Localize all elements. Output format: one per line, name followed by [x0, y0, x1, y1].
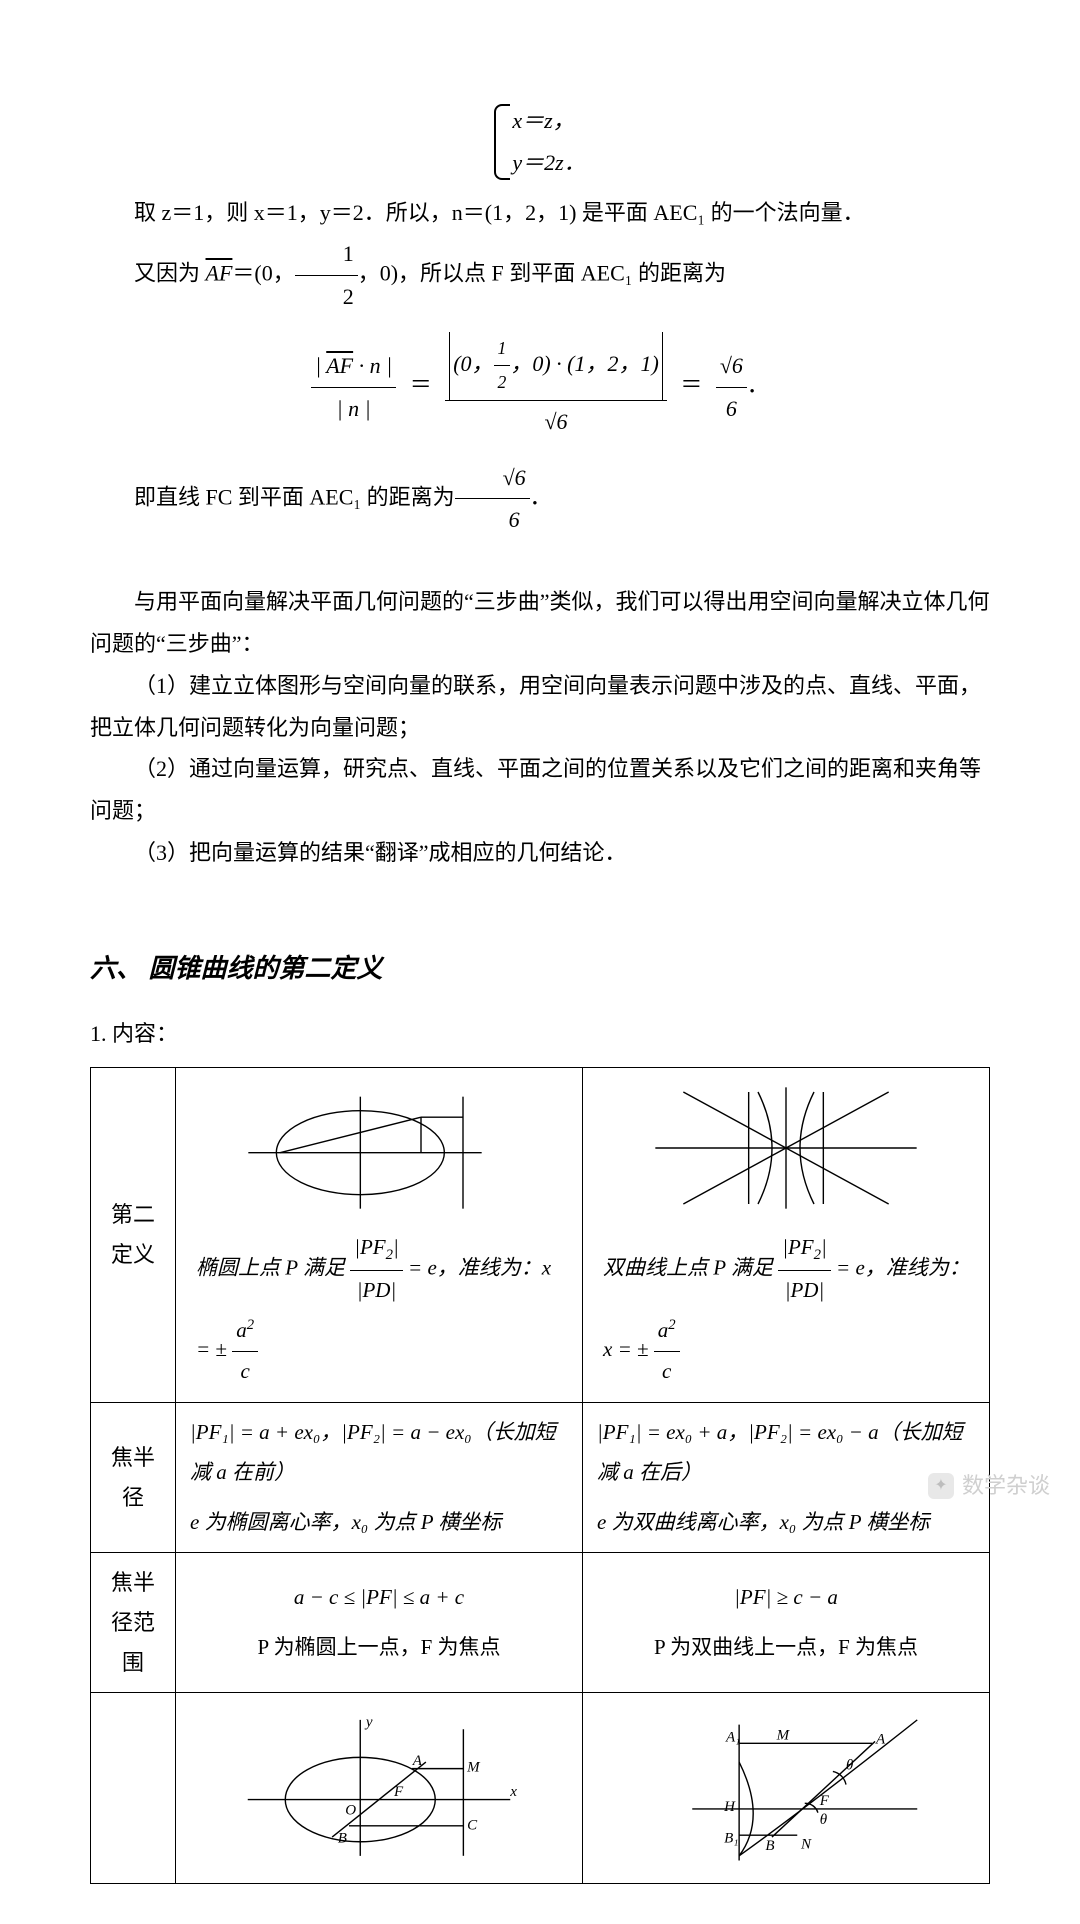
wechat-icon: ✦	[928, 1473, 954, 1499]
step-2: （2）通过向量运算，研究点、直线、平面之间的位置关系以及它们之间的距离和夹角等问…	[90, 748, 990, 832]
svg-text:A: A	[412, 1753, 423, 1769]
cell-hyperbola-def: 双曲线上点 P 满足 |PF2||PD| = e，准线为：x = ± a2c	[583, 1067, 990, 1402]
cell-hyperbola-range: |PF| ≥ c − a P 为双曲线上一点，F 为焦点	[583, 1553, 990, 1693]
svg-text:H: H	[723, 1799, 736, 1815]
figure-ellipse-bottom: y x O A B M F C	[190, 1703, 568, 1873]
r2c1-l2: e 为椭圆离心率，x₀ 为点 P 横坐标	[190, 1503, 568, 1543]
paragraph-3: 即直线 FC 到平面 AEC₁ 的距离为√66．	[90, 457, 990, 542]
p3-den: 6	[455, 499, 530, 541]
svg-text:M: M	[466, 1760, 481, 1776]
row-label-3: 焦半径范围	[91, 1553, 176, 1693]
eq2-rhs-num: √6	[716, 345, 747, 388]
paragraph-2: 又因为 AF＝(0，12，0)，所以点 F 到平面 AEC₁ 的距离为	[90, 233, 990, 318]
r2c1-l1: |PF₁| = a + ex₀，|PF₂| = a − ex₀（长加短减 a 在…	[190, 1413, 568, 1493]
svg-text:F: F	[393, 1784, 404, 1800]
p2-pre: 又因为	[134, 261, 206, 286]
brace-equation: x＝z， y＝2z．	[90, 100, 990, 184]
svg-text:B₁: B₁	[724, 1831, 738, 1847]
cell-ellipse-range: a − c ≤ |PF| ≤ a + c P 为椭圆上一点，F 为焦点	[176, 1553, 583, 1693]
distance-equation: | AF · n | | n | ＝ (0，12，0) · (1，2，1) √6…	[90, 332, 990, 443]
paragraph-1: 取 z＝1，则 x＝1，y＝2．所以，n＝(1，2，1) 是平面 AEC₁ 的一…	[90, 192, 990, 234]
p2-frac-den: 2	[295, 276, 358, 318]
cell-ellipse-focal-radius: |PF₁| = a + ex₀，|PF₂| = a − ex₀（长加短减 a 在…	[176, 1402, 583, 1553]
svg-text:C: C	[467, 1818, 478, 1834]
document-page: x＝z， y＝2z． 取 z＝1，则 x＝1，y＝2．所以，n＝(1，2，1) …	[0, 0, 1080, 1924]
conic-definition-table: 第二定义	[90, 1067, 990, 1884]
p3-post: ．	[530, 484, 552, 509]
svg-text:B: B	[338, 1831, 347, 1847]
cell-parabola-figure: A₁ M A θ θ F H B₁ B N	[583, 1693, 990, 1884]
svg-text:A: A	[875, 1732, 886, 1748]
p3-num: √6	[455, 457, 530, 500]
r3c2-l1: |PF| ≥ c − a	[597, 1578, 975, 1618]
r3c2-l2: P 为双曲线上一点，F 为焦点	[597, 1628, 975, 1668]
sub-title: 1. 内容：	[90, 1013, 990, 1055]
svg-text:F: F	[819, 1793, 830, 1809]
watermark-text: 数学杂谈	[962, 1465, 1050, 1507]
row-label-2: 焦半径	[91, 1402, 176, 1553]
row-label-4	[91, 1693, 176, 1884]
step-1: （1）建立立体图形与空间向量的联系，用空间向量表示问题中涉及的点、直线、平面，把…	[90, 665, 990, 749]
p2-post: ，0)，所以点 F 到平面 AEC₁ 的距离为	[358, 261, 726, 286]
figure-hyperbola-top	[597, 1078, 975, 1228]
row-label-1: 第二定义	[91, 1067, 176, 1402]
watermark: ✦ 数学杂谈	[928, 1465, 1050, 1507]
r2c2-l1: |PF₁| = ex₀ + a，|PF₂| = ex₀ − a（长加短减 a 在…	[597, 1413, 975, 1493]
r3c1-l1: a − c ≤ |PF| ≤ a + c	[190, 1578, 568, 1618]
figure-ellipse-top	[190, 1078, 568, 1228]
brace-line-2: y＝2z．	[512, 142, 585, 184]
brace-line-1: x＝z，	[512, 100, 585, 142]
cell-ellipse-figure-2: y x O A B M F C	[176, 1693, 583, 1884]
svg-text:θ: θ	[846, 1758, 854, 1774]
svg-text:θ: θ	[820, 1812, 828, 1828]
three-step-intro-block: 与用平面向量解决平面几何问题的“三步曲”类似，我们可以得出用空间向量解决立体几何…	[90, 581, 990, 874]
eq2-rhs-den: 6	[716, 388, 747, 430]
vector-af: AF	[206, 261, 233, 286]
p2-mid: ＝(0，	[232, 261, 294, 286]
svg-text:y: y	[364, 1715, 373, 1731]
r2c2-l2: e 为双曲线离心率，x₀ 为点 P 横坐标	[597, 1503, 975, 1543]
step-3: （3）把向量运算的结果“翻译”成相应的几何结论．	[90, 832, 990, 874]
svg-text:B: B	[765, 1838, 774, 1854]
figure-parabola-bottom: A₁ M A θ θ F H B₁ B N	[597, 1703, 975, 1873]
section-title: 六、 圆锥曲线的第二定义	[90, 944, 990, 993]
svg-text:N: N	[800, 1837, 812, 1853]
svg-text:M: M	[776, 1728, 791, 1744]
svg-text:x: x	[509, 1784, 517, 1800]
p2-frac-num: 1	[295, 233, 358, 276]
r3c1-l2: P 为椭圆上一点，F 为焦点	[190, 1628, 568, 1668]
cell-ellipse-def: 椭圆上点 P 满足 |PF2||PD| = e，准线为：x = ± a2c	[176, 1067, 583, 1402]
three-step-intro: 与用平面向量解决平面几何问题的“三步曲”类似，我们可以得出用空间向量解决立体几何…	[90, 581, 990, 665]
svg-text:A₁: A₁	[725, 1730, 740, 1746]
svg-text:O: O	[345, 1803, 356, 1819]
p3-pre: 即直线 FC 到平面 AEC₁ 的距离为	[134, 484, 455, 509]
